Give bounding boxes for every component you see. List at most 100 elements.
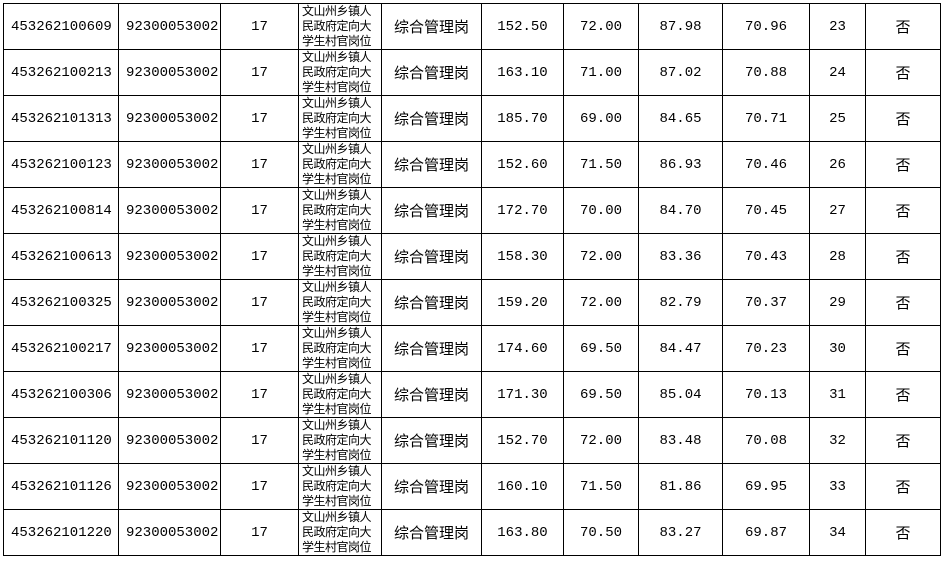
table-row: 453262100609 92300053002 17 文山州乡镇人民政府定向大学生村… (3, 3, 941, 50)
cell-written-score: 152.60 (481, 141, 564, 188)
cell-interview-score: 82.79 (638, 279, 723, 326)
cell-converted-score: 71.00 (563, 49, 639, 96)
cell-position-category: 综合管理岗 (381, 141, 482, 188)
results-table: 453262100609 92300053002 17 文山州乡镇人民政府定向大学生村… (3, 3, 941, 556)
cell-position-category: 综合管理岗 (381, 187, 482, 234)
cell-position-category: 综合管理岗 (381, 509, 482, 556)
cell-position-code: 92300053002 (118, 509, 221, 556)
cell-written-score: 159.20 (481, 279, 564, 326)
cell-total-score: 70.23 (722, 325, 810, 372)
cell-qualified: 否 (865, 187, 941, 234)
cell-rank: 34 (809, 509, 866, 556)
cell-position-code: 92300053002 (118, 95, 221, 142)
cell-count: 17 (220, 187, 299, 234)
cell-total-score: 69.87 (722, 509, 810, 556)
cell-rank: 29 (809, 279, 866, 326)
cell-count: 17 (220, 463, 299, 510)
cell-exam-id: 453262100123 (3, 141, 119, 188)
cell-count: 17 (220, 279, 299, 326)
cell-total-score: 70.37 (722, 279, 810, 326)
cell-exam-id: 453262100814 (3, 187, 119, 234)
cell-rank: 28 (809, 233, 866, 280)
cell-written-score: 171.30 (481, 371, 564, 418)
table-row: 453262100213 92300053002 17 文山州乡镇人民政府定向大学生村… (3, 49, 941, 96)
cell-position-category: 综合管理岗 (381, 279, 482, 326)
cell-qualified: 否 (865, 509, 941, 556)
cell-count: 17 (220, 49, 299, 96)
cell-count: 17 (220, 95, 299, 142)
table-row: 453262101126 92300053002 17 文山州乡镇人民政府定向大学生村… (3, 463, 941, 510)
cell-written-score: 152.50 (481, 3, 564, 50)
cell-converted-score: 69.50 (563, 371, 639, 418)
cell-rank: 32 (809, 417, 866, 464)
cell-count: 17 (220, 141, 299, 188)
cell-qualified: 否 (865, 3, 941, 50)
cell-qualified: 否 (865, 233, 941, 280)
cell-written-score: 152.70 (481, 417, 564, 464)
cell-exam-id: 453262101120 (3, 417, 119, 464)
cell-converted-score: 70.00 (563, 187, 639, 234)
cell-rank: 33 (809, 463, 866, 510)
cell-converted-score: 72.00 (563, 3, 639, 50)
cell-converted-score: 69.00 (563, 95, 639, 142)
cell-position-code: 92300053002 (118, 371, 221, 418)
cell-total-score: 70.45 (722, 187, 810, 234)
cell-exam-id: 453262100613 (3, 233, 119, 280)
cell-written-score: 163.10 (481, 49, 564, 96)
cell-count: 17 (220, 3, 299, 50)
cell-total-score: 69.95 (722, 463, 810, 510)
cell-interview-score: 83.48 (638, 417, 723, 464)
table-row: 453262100814 92300053002 17 文山州乡镇人民政府定向大学生村… (3, 187, 941, 234)
cell-position-code: 92300053002 (118, 187, 221, 234)
cell-interview-score: 84.47 (638, 325, 723, 372)
cell-position-name: 文山州乡镇人民政府定向大学生村官岗位 (298, 233, 382, 280)
cell-rank: 27 (809, 187, 866, 234)
cell-interview-score: 83.27 (638, 509, 723, 556)
cell-converted-score: 69.50 (563, 325, 639, 372)
cell-position-name: 文山州乡镇人民政府定向大学生村官岗位 (298, 463, 382, 510)
cell-position-category: 综合管理岗 (381, 3, 482, 50)
cell-interview-score: 83.36 (638, 233, 723, 280)
cell-position-category: 综合管理岗 (381, 325, 482, 372)
table-row: 453262101120 92300053002 17 文山州乡镇人民政府定向大学生村… (3, 417, 941, 464)
cell-position-category: 综合管理岗 (381, 417, 482, 464)
cell-position-name: 文山州乡镇人民政府定向大学生村官岗位 (298, 509, 382, 556)
table-row: 453262101220 92300053002 17 文山州乡镇人民政府定向大学生村… (3, 509, 941, 556)
cell-exam-id: 453262100325 (3, 279, 119, 326)
cell-position-category: 综合管理岗 (381, 49, 482, 96)
cell-interview-score: 86.93 (638, 141, 723, 188)
table-row: 453262101313 92300053002 17 文山州乡镇人民政府定向大学生村… (3, 95, 941, 142)
cell-position-category: 综合管理岗 (381, 463, 482, 510)
cell-position-code: 92300053002 (118, 279, 221, 326)
cell-interview-score: 81.86 (638, 463, 723, 510)
cell-position-name: 文山州乡镇人民政府定向大学生村官岗位 (298, 141, 382, 188)
cell-count: 17 (220, 325, 299, 372)
cell-converted-score: 71.50 (563, 463, 639, 510)
cell-rank: 25 (809, 95, 866, 142)
cell-qualified: 否 (865, 325, 941, 372)
cell-qualified: 否 (865, 279, 941, 326)
cell-written-score: 185.70 (481, 95, 564, 142)
cell-qualified: 否 (865, 141, 941, 188)
cell-count: 17 (220, 509, 299, 556)
cell-converted-score: 72.00 (563, 233, 639, 280)
cell-position-name: 文山州乡镇人民政府定向大学生村官岗位 (298, 371, 382, 418)
cell-written-score: 172.70 (481, 187, 564, 234)
cell-position-name: 文山州乡镇人民政府定向大学生村官岗位 (298, 325, 382, 372)
cell-written-score: 174.60 (481, 325, 564, 372)
cell-position-code: 92300053002 (118, 325, 221, 372)
cell-position-category: 综合管理岗 (381, 371, 482, 418)
cell-total-score: 70.08 (722, 417, 810, 464)
cell-position-name: 文山州乡镇人民政府定向大学生村官岗位 (298, 279, 382, 326)
cell-position-name: 文山州乡镇人民政府定向大学生村官岗位 (298, 417, 382, 464)
cell-qualified: 否 (865, 417, 941, 464)
table-row: 453262100123 92300053002 17 文山州乡镇人民政府定向大学生村… (3, 141, 941, 188)
cell-position-category: 综合管理岗 (381, 233, 482, 280)
cell-position-code: 92300053002 (118, 3, 221, 50)
cell-qualified: 否 (865, 371, 941, 418)
cell-qualified: 否 (865, 95, 941, 142)
cell-count: 17 (220, 233, 299, 280)
cell-position-code: 92300053002 (118, 463, 221, 510)
cell-position-name: 文山州乡镇人民政府定向大学生村官岗位 (298, 95, 382, 142)
cell-converted-score: 71.50 (563, 141, 639, 188)
